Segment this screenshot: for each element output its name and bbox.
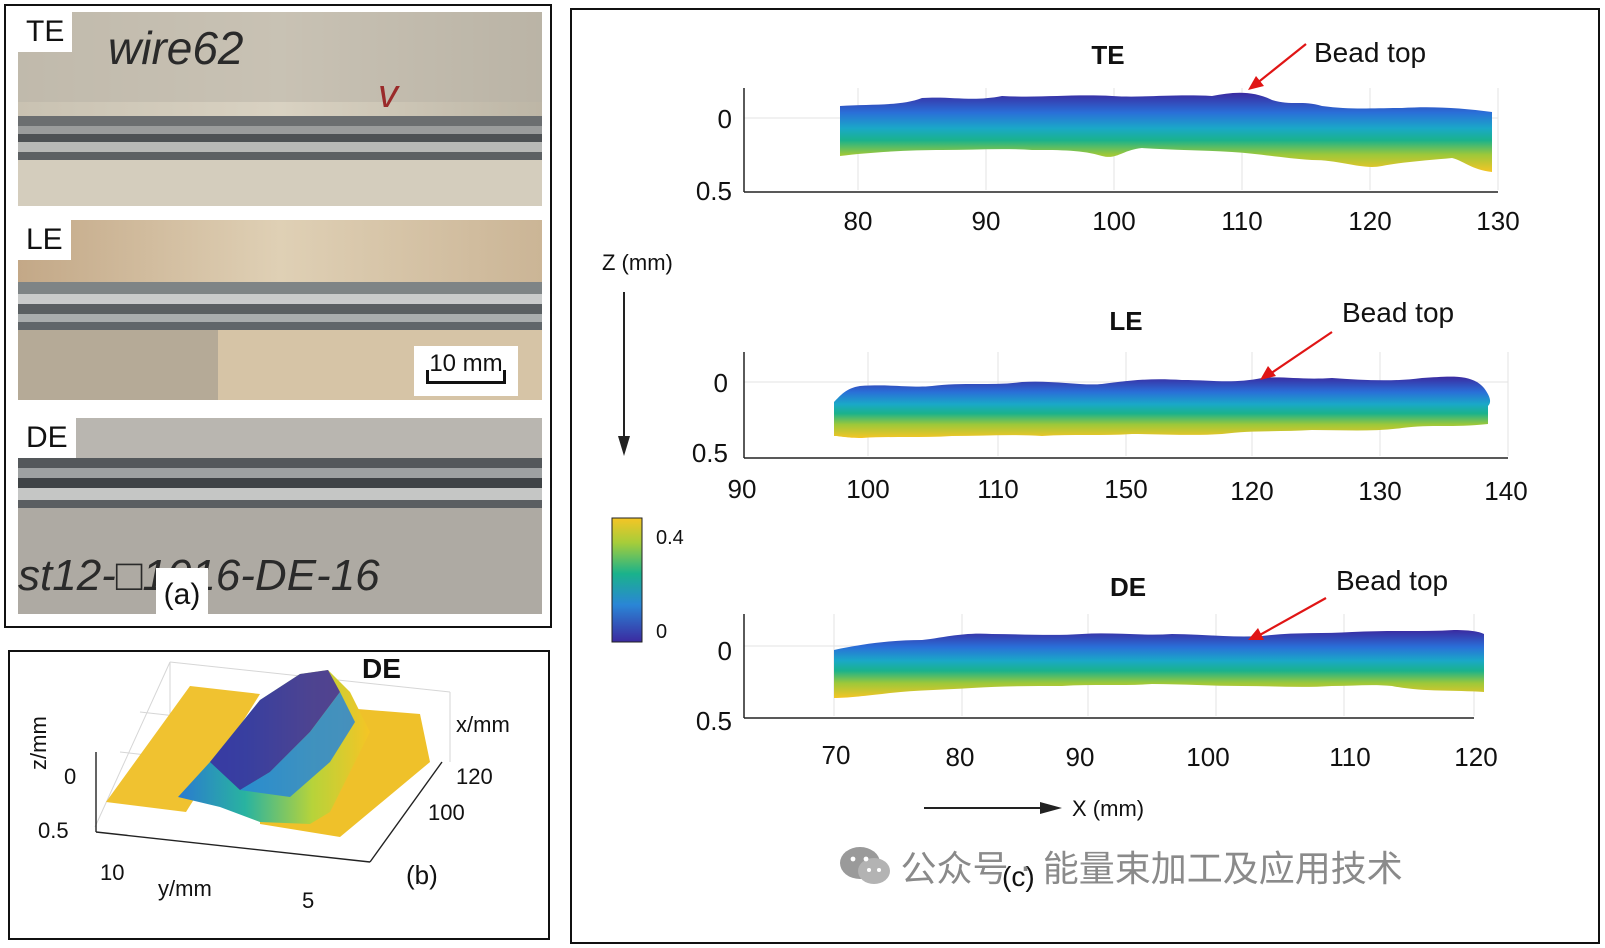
z-axis-arrowhead	[618, 436, 630, 456]
subplot-te-x-tick-4: 120	[1348, 206, 1391, 236]
subplot-te: TE 0 0.5 80 90 100 110 120 130 Bead top	[696, 37, 1520, 236]
bead-profile-plots: TE 0 0.5 80 90 100 110 120 130 Bead top …	[602, 37, 1528, 892]
subplot-de-x-tick-2: 90	[1066, 742, 1095, 772]
photo-de-weld: st12-□1016-DE-16 DE	[18, 418, 542, 614]
subplot-le-title: LE	[1109, 306, 1142, 336]
panel-b-x-label: x/mm	[456, 712, 510, 737]
subplot-le-y-tick-1: 0.5	[692, 438, 728, 468]
subplot-de-x-tick-4: 110	[1329, 742, 1370, 772]
subplot-de-x-tick-0: 70	[822, 740, 851, 770]
subplot-le-annotation: Bead top	[1342, 297, 1454, 328]
subplot-te-y-tick-1: 0.5	[696, 176, 732, 206]
arrow-te	[1248, 76, 1264, 90]
weld-photo-de: st12-□1016-DE-16	[18, 418, 542, 614]
wechat-icon	[840, 847, 890, 884]
subplot-le-x-tick-2: 110	[977, 474, 1018, 504]
subplot-te-y-tick-0: 0	[718, 104, 732, 134]
photo-te-weld: wire62 v TE	[18, 12, 542, 206]
colorbar: 0.4 0	[611, 517, 684, 643]
subplot-te-x-tick-3: 110	[1221, 206, 1262, 236]
subplot-de-x-tick-1: 80	[946, 742, 975, 772]
subplot-te-x-tick-1: 90	[972, 206, 1001, 236]
watermark-text: 公众号 · 能量束加工及应用技术	[900, 849, 1403, 890]
x-axis-label: X (mm)	[1072, 796, 1144, 821]
subplot-le-x-tick-6: 140	[1484, 476, 1527, 506]
arrow-de	[1248, 628, 1264, 640]
panel-c-label: (c)	[1002, 861, 1035, 892]
arrow-le	[1260, 366, 1276, 380]
panel-b-x-tick-1: 100	[428, 800, 465, 825]
panel-a-label: (a)	[156, 568, 208, 622]
subplot-te-x-tick-5: 130	[1476, 206, 1519, 236]
photo-tag-le: LE	[18, 220, 71, 260]
subplot-de-y-tick-0: 0	[718, 636, 732, 666]
weld-photo-te: wire62 v	[18, 12, 542, 206]
colorbar-tick-high: 0.4	[656, 527, 684, 549]
subplot-de-x-tick-5: 120	[1454, 742, 1497, 772]
subplot-de-annotation: Bead top	[1336, 565, 1448, 596]
subplot-le: LE 0 0.5 90 100 110 150 120 130 140 Bead…	[692, 297, 1528, 506]
panel-b-y-tick-1: 5	[302, 888, 314, 913]
photo-tag-te: TE	[18, 12, 73, 52]
subplot-te-title: TE	[1091, 40, 1124, 70]
handwriting-te: wire62	[108, 22, 244, 74]
panel-b-label: (b)	[406, 860, 438, 890]
watermark: 公众号 · 能量束加工及应用技术	[836, 840, 1403, 892]
subplot-le-x-tick-3: 150	[1104, 474, 1147, 504]
photo-tag-de: DE	[18, 418, 76, 458]
subplot-le-y-tick-0: 0	[714, 368, 728, 398]
panel-b-y-tick-0: 10	[100, 860, 124, 885]
subplot-de-x-tick-3: 100	[1186, 742, 1229, 772]
subplot-de: DE 0 0.5 70 80 90 100 110 120 Bead top	[696, 565, 1498, 772]
panel-b: DE z/mm 0 0.5 10 5 y/mm x/mm 120 100 (b)	[8, 650, 550, 940]
scale-bar: 10 mm	[414, 346, 518, 396]
subplot-te-x-tick-2: 100	[1092, 206, 1135, 236]
panel-b-z-label: z/mm	[26, 716, 51, 770]
subplot-le-x-tick-4: 120	[1230, 476, 1273, 506]
panel-b-title: DE	[362, 653, 401, 684]
scale-bar-label: 10 mm	[429, 350, 503, 377]
panel-c: TE 0 0.5 80 90 100 110 120 130 Bead top …	[570, 8, 1600, 944]
subplot-le-x-tick-1: 100	[846, 474, 889, 504]
z-axis-label: Z (mm)	[602, 250, 673, 275]
subplot-de-y-tick-1: 0.5	[696, 706, 732, 736]
surface-3d-plot: DE z/mm 0 0.5 10 5 y/mm x/mm 120 100 (b)	[26, 653, 510, 913]
svg-text:v: v	[378, 72, 400, 116]
panel-a: wire62 v TE LE 10 mm	[4, 4, 552, 628]
subplot-le-x-tick-0: 90	[728, 474, 757, 504]
subplot-le-x-tick-5: 130	[1358, 476, 1401, 506]
panel-b-z-tick-0: 0	[64, 764, 76, 789]
panel-b-x-tick-0: 120	[456, 764, 493, 789]
subplot-te-annotation: Bead top	[1314, 37, 1426, 68]
x-axis-arrowhead	[1040, 802, 1062, 814]
subplot-de-title: DE	[1110, 572, 1146, 602]
photo-le-weld: LE 10 mm	[18, 220, 542, 400]
subplot-te-x-tick-0: 80	[844, 206, 873, 236]
panel-b-z-tick-1: 0.5	[38, 818, 69, 843]
panel-b-y-label: y/mm	[158, 876, 212, 901]
weld-photo-le	[18, 220, 542, 400]
colorbar-tick-low: 0	[656, 621, 667, 643]
